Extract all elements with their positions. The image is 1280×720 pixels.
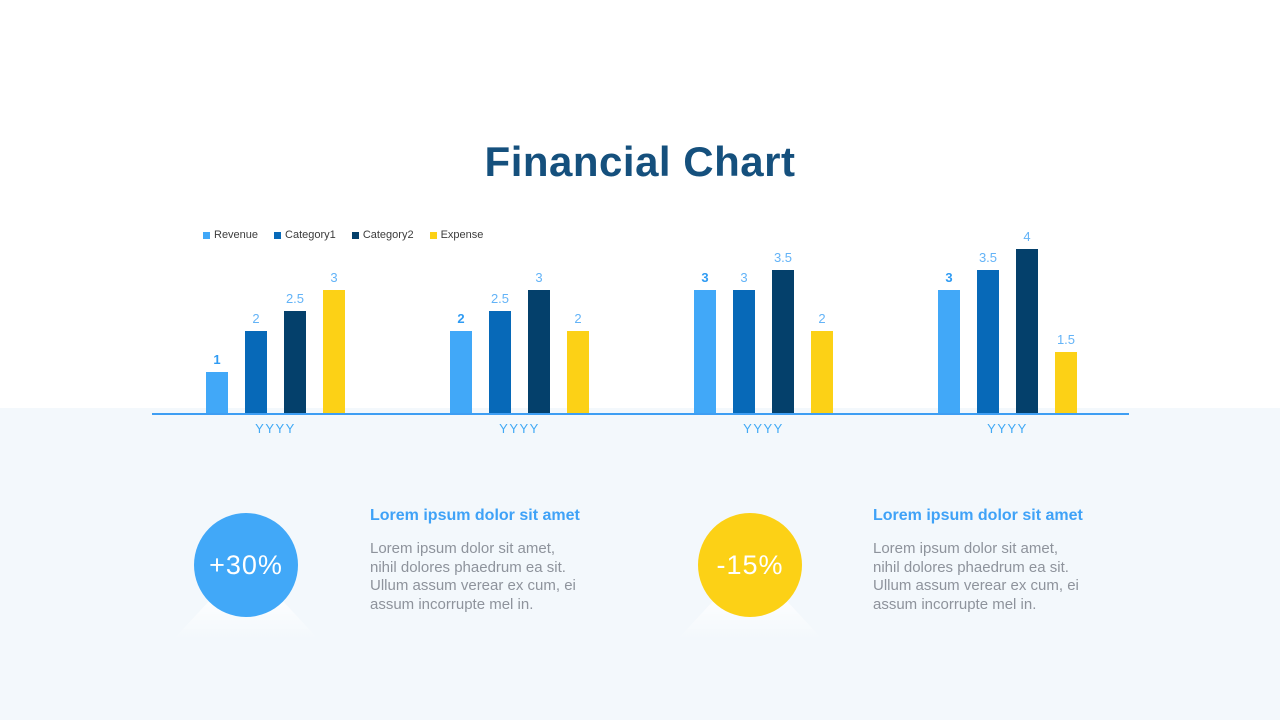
x-axis-tick-label: YYYY bbox=[987, 421, 1028, 436]
bar-value-label: 3 bbox=[330, 270, 338, 285]
bar-category2 bbox=[772, 269, 794, 413]
legend-label: Category1 bbox=[285, 229, 336, 241]
bar-category1 bbox=[489, 310, 511, 413]
bar-revenue bbox=[450, 331, 472, 413]
bar-value-label: 2.5 bbox=[285, 290, 305, 306]
bar-column-expense: 2 bbox=[567, 311, 589, 413]
bar-expense bbox=[323, 290, 345, 413]
bar-expense bbox=[567, 331, 589, 413]
card-body-text: Lorem ipsum dolor sit amet, nihil dolore… bbox=[873, 540, 1079, 614]
x-axis-tick-label: YYYY bbox=[255, 421, 296, 436]
bar-value-label: 3 bbox=[701, 270, 709, 285]
bar-value-label: 2 bbox=[457, 311, 465, 326]
bar-group: 1 2 2.5 3 bbox=[206, 270, 345, 413]
bar-value-label: 3 bbox=[740, 270, 748, 285]
bar-category2 bbox=[1016, 249, 1038, 413]
bar-column-category2: 3.5 bbox=[772, 249, 794, 413]
bar-revenue bbox=[938, 290, 960, 413]
legend-marker bbox=[351, 231, 359, 239]
legend-item-revenue: Revenue bbox=[203, 229, 258, 241]
percentage-badge-positive: +30% bbox=[194, 513, 298, 617]
bar-column-expense: 2 bbox=[811, 311, 833, 413]
bar-column-revenue: 3 bbox=[694, 270, 716, 413]
bar-column-category1: 2 bbox=[245, 311, 267, 413]
legend-label: Revenue bbox=[214, 229, 259, 241]
bar-chart: Revenue Category1 Category2 Expense 1 2 2.5 3 2… bbox=[152, 220, 1129, 436]
bar-value-label: 2.5 bbox=[490, 290, 510, 306]
legend-marker bbox=[203, 231, 210, 239]
bar-group: 3 3 3.5 2 bbox=[694, 249, 833, 413]
bar-group: 3 3.5 4 1.5 bbox=[938, 229, 1077, 413]
percentage-badge-negative: -15% bbox=[698, 513, 802, 617]
legend-item-category2: Category2 bbox=[351, 229, 414, 241]
bar-column-category2: 2.5 bbox=[284, 290, 306, 413]
bar-value-label: 3.5 bbox=[978, 249, 998, 265]
bar-category1 bbox=[245, 331, 267, 413]
card-heading: Lorem ipsum dolor sit amet bbox=[370, 507, 580, 524]
legend-marker bbox=[429, 231, 437, 239]
legend-item-category1: Category1 bbox=[274, 229, 336, 241]
bar-value-label: 1.5 bbox=[1056, 331, 1076, 347]
page-title: Financial Chart bbox=[484, 138, 796, 186]
bar-group: 2 2.5 3 2 bbox=[450, 270, 589, 413]
bar-value-label: 3 bbox=[535, 270, 543, 285]
card-heading: Lorem ipsum dolor sit amet bbox=[873, 507, 1083, 524]
bar-column-expense: 3 bbox=[323, 270, 345, 413]
bar-column-expense: 1.5 bbox=[1055, 331, 1077, 413]
bar-category2 bbox=[284, 310, 306, 413]
bar-revenue bbox=[206, 372, 228, 413]
bar-category2 bbox=[528, 290, 550, 413]
bar-column-category1: 2.5 bbox=[489, 290, 511, 413]
legend-label: Category2 bbox=[362, 229, 414, 241]
bar-expense bbox=[1055, 351, 1077, 413]
bar-value-label: 2 bbox=[574, 311, 582, 326]
legend-marker bbox=[274, 231, 282, 239]
bar-column-revenue: 1 bbox=[206, 352, 228, 413]
bar-column-category1: 3 bbox=[733, 270, 755, 413]
x-axis-line bbox=[152, 413, 1129, 415]
bar-value-label: 1 bbox=[213, 352, 221, 367]
legend-item-expense: Expense bbox=[429, 229, 484, 241]
bar-value-label: 3 bbox=[945, 270, 953, 285]
bar-column-category1: 3.5 bbox=[977, 249, 999, 413]
bar-value-label: 2 bbox=[252, 311, 260, 326]
bar-value-label: 2 bbox=[818, 311, 826, 326]
bar-revenue bbox=[694, 290, 716, 413]
bar-column-revenue: 3 bbox=[938, 270, 960, 413]
bar-expense bbox=[811, 331, 833, 413]
bar-category1 bbox=[733, 290, 755, 413]
x-axis-tick-label: YYYY bbox=[499, 421, 540, 436]
legend-label: Expense bbox=[440, 229, 484, 241]
bar-column-category2: 3 bbox=[528, 270, 550, 413]
bar-value-label: 4 bbox=[1023, 229, 1031, 244]
x-axis-tick-label: YYYY bbox=[743, 421, 784, 436]
bar-value-label: 3.5 bbox=[773, 249, 793, 265]
bar-column-revenue: 2 bbox=[450, 311, 472, 413]
chart-legend: Revenue Category1 Category2 Expense bbox=[203, 229, 483, 241]
card-body-text: Lorem ipsum dolor sit amet, nihil dolore… bbox=[370, 540, 576, 614]
bar-category1 bbox=[977, 269, 999, 413]
bar-column-category2: 4 bbox=[1016, 229, 1038, 413]
